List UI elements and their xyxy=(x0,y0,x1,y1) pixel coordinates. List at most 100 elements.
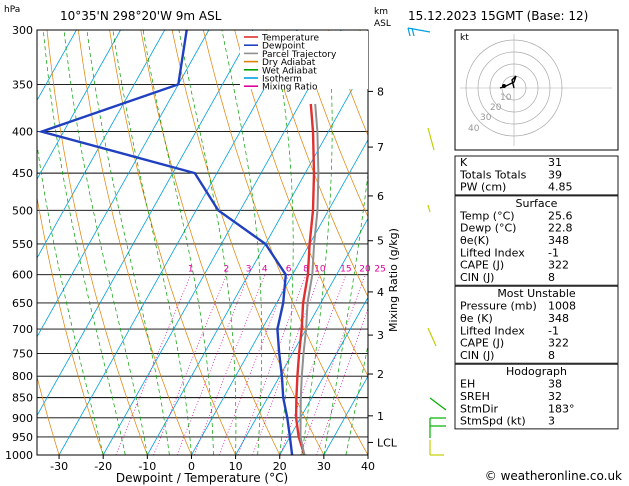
pressure-tick-label: 600 xyxy=(12,269,33,282)
location-label: 10°35'N 298°20'W 9m ASL xyxy=(60,9,222,23)
mixing-ratio-axis-title: Mixing Ratio (g/kg) xyxy=(387,228,400,332)
series-line-dewpoint xyxy=(37,30,294,455)
km-tick-label: 6 xyxy=(377,190,384,203)
most-unstable-row-label: CIN (J) xyxy=(460,349,494,362)
mixing-ratio-line xyxy=(193,274,266,455)
x-tick-label: -30 xyxy=(50,460,68,473)
most-unstable-row-value: 348 xyxy=(548,312,569,325)
hodograph-ring-label: 20 xyxy=(490,103,502,113)
hodograph-indices-row-value: 183° xyxy=(548,402,575,415)
dry-adiabat xyxy=(46,30,148,455)
pressure-tick-label: 750 xyxy=(12,347,33,360)
storm-motion-marker xyxy=(502,84,506,88)
isotherm xyxy=(37,30,121,180)
surface-row-value: 348 xyxy=(548,234,569,247)
surface-row-value: -1 xyxy=(548,246,559,259)
wet-adiabat xyxy=(63,30,148,455)
pressure-tick-label: 850 xyxy=(12,392,33,405)
most-unstable-title: Most Unstable xyxy=(497,287,576,300)
wind-barb xyxy=(411,27,415,37)
mixing-ratio-label: 6 xyxy=(286,265,292,275)
legend-label: Dewpoint xyxy=(262,42,305,52)
mixing-ratio-label: 1 xyxy=(188,265,194,275)
isotherm xyxy=(102,30,342,455)
km-label: km xyxy=(374,7,388,17)
mixing-ratio-label: 2 xyxy=(224,265,230,275)
pressure-tick-label: 300 xyxy=(12,24,33,37)
mixing-ratio-line xyxy=(218,274,289,455)
indices-table: K 31 Totals Totals 39 PW (cm) 4.85 SurfaceTemp… xyxy=(454,155,619,430)
hodograph-indices-row-label: StmSpd (kt) xyxy=(460,415,526,428)
km-tick-label: 4 xyxy=(377,286,384,299)
surface-row-label: CAPE (J) xyxy=(460,259,504,272)
dry-adiabat xyxy=(37,195,104,455)
hodograph-unit: kt xyxy=(460,33,469,43)
pressure-tick-label: 400 xyxy=(12,126,33,139)
km-tick-label: 1 xyxy=(377,410,384,423)
km-tick-label: 3 xyxy=(377,329,384,342)
hodograph-indices-row-label: SREH xyxy=(460,390,490,403)
mixing-ratio-line xyxy=(237,274,307,455)
pressure-tick-label: 650 xyxy=(12,297,33,310)
km-tick-label: 8 xyxy=(377,85,384,98)
isotherm xyxy=(279,296,368,455)
wind-barb xyxy=(427,204,431,213)
surface-row-value: 25.6 xyxy=(548,209,573,222)
mixing-ratio-label: 20 xyxy=(359,265,371,275)
wind-barb xyxy=(427,327,437,347)
mixing-ratio-line xyxy=(176,274,249,455)
wet-adiabat xyxy=(221,30,263,455)
legend-label: Mixing Ratio xyxy=(262,83,318,93)
dry-adiabat xyxy=(171,30,325,455)
km-tick-label: 2 xyxy=(377,368,384,381)
pressure-tick-label: 450 xyxy=(12,167,33,180)
wind-barb xyxy=(429,397,447,411)
hodograph-ring-label: 10 xyxy=(500,93,512,103)
pressure-tick-label: 700 xyxy=(12,323,33,336)
surface-row-label: CIN (J) xyxy=(460,271,494,284)
wet-adiabat xyxy=(112,30,192,455)
dry-adiabat xyxy=(265,30,368,298)
legend-label: Wet Adiabat xyxy=(262,66,317,76)
general-indices-row-label: K xyxy=(460,156,468,169)
wet-adiabat xyxy=(178,30,237,455)
isotherm xyxy=(37,30,210,338)
general-indices-row-label: PW (cm) xyxy=(460,181,506,194)
mixing-ratio-label: 8 xyxy=(303,265,309,275)
hodograph-indices-row-value: 3 xyxy=(548,415,555,428)
wet-adiabat xyxy=(37,142,104,455)
mixing-ratio-line xyxy=(279,274,347,455)
hodograph-indices-row-value: 38 xyxy=(548,378,562,391)
general-indices-row-value: 31 xyxy=(548,156,562,169)
axis-labels: 3003504004505005506006507007508008509009… xyxy=(5,24,398,473)
pressure-tick-label: 500 xyxy=(12,204,33,217)
x-tick-label: 40 xyxy=(361,460,375,473)
km-tick-label: 5 xyxy=(377,235,384,248)
pressure-tick-label: 350 xyxy=(12,78,33,91)
km-tick-label: LCL xyxy=(377,436,398,449)
surface-row-label: Lifted Index xyxy=(460,246,525,259)
hodograph-indices-row-label: StmDir xyxy=(460,402,499,415)
legend-label: Temperature xyxy=(261,34,319,44)
background-lines xyxy=(37,30,368,455)
most-unstable-row-value: 322 xyxy=(548,337,569,350)
hodograph-ring-label: 30 xyxy=(480,113,492,123)
surface-row-value: 8 xyxy=(548,271,555,284)
x-tick-label: 30 xyxy=(317,460,331,473)
isotherm xyxy=(146,60,368,455)
sounding-lines xyxy=(37,30,320,455)
most-unstable-row-value: -1 xyxy=(548,324,559,337)
km-tick-label: 7 xyxy=(377,141,384,154)
hodograph-frame xyxy=(454,29,619,151)
x-axis-title: Dewpoint / Temperature (°C) xyxy=(116,471,288,485)
surface-row-label: θe(K) xyxy=(460,234,489,247)
wet-adiabat xyxy=(323,171,368,455)
dry-adiabat xyxy=(234,30,368,377)
wet-adiabat xyxy=(272,30,294,455)
surface-row-label: Temp (°C) xyxy=(459,209,515,222)
wet-adiabat xyxy=(142,30,214,455)
dry-adiabat xyxy=(109,30,236,455)
legend-label: Parcel Trajectory xyxy=(262,50,337,60)
